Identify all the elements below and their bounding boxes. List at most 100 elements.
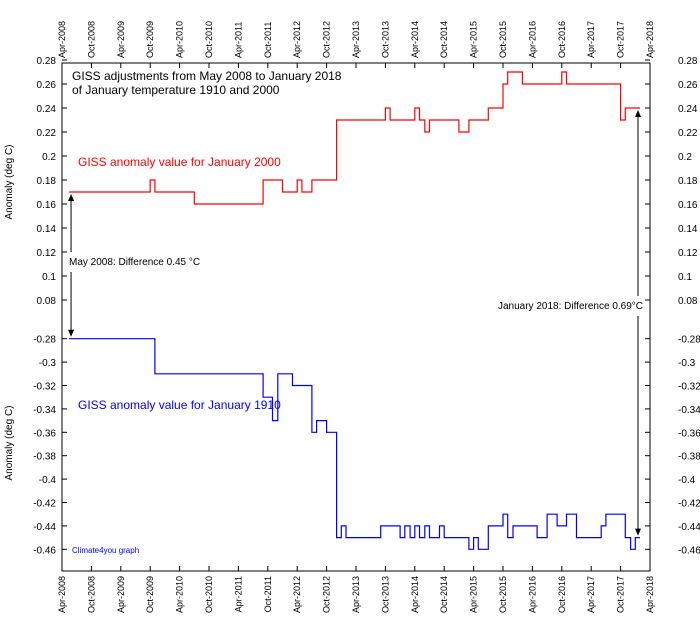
x-tick-label-bottom: Apr-2010: [175, 576, 185, 613]
x-tick-label-bottom: Oct-2015: [498, 576, 508, 613]
y-tick-label-right: -0.3: [678, 358, 696, 369]
x-tick-label-top: Apr-2011: [233, 22, 243, 58]
y-tick-label-left: 0.1: [42, 272, 56, 283]
y-tick-label-right: 0.28: [678, 56, 698, 67]
x-tick-label-top: Apr-2010: [175, 21, 185, 58]
annotation-may-2008: May 2008: Difference 0.45 °C: [69, 257, 200, 268]
x-tick-label-top: Apr-2008: [57, 21, 67, 58]
series-line-jan1910: [69, 338, 640, 550]
x-tick-label-top: Apr-2016: [527, 21, 537, 58]
credit-label: Climate4you graph: [72, 546, 139, 555]
y-tick-label-right: 0.22: [678, 128, 698, 139]
x-tick-label-top: Apr-2009: [116, 21, 126, 58]
y-tick-label-right: 0.1: [678, 272, 692, 283]
y-axis-label-top: Anomaly (deg C): [4, 144, 15, 219]
x-tick-label-bottom: Oct-2013: [380, 576, 390, 613]
y-tick-label-right: -0.44: [678, 522, 700, 533]
x-tick-label-bottom: Oct-2010: [204, 576, 214, 613]
chart-title-line-1: GISS adjustments from May 2008 to Januar…: [72, 69, 342, 83]
y-tick-label-left: 0.28: [37, 56, 57, 67]
arrow-jan-2018-head-down: [635, 528, 642, 536]
series-label-jan1910: GISS anomaly value for January 1910: [78, 398, 281, 412]
x-tick-label-top: Oct-2010: [204, 21, 214, 58]
y-tick-label-right: -0.42: [678, 499, 700, 510]
x-tick-label-top: Apr-2017: [586, 21, 596, 58]
y-tick-label-left: -0.44: [33, 522, 56, 533]
y-tick-label-left: -0.42: [33, 499, 56, 510]
x-tick-label-top: Oct-2012: [322, 21, 332, 58]
x-tick-label-bottom: Oct-2017: [616, 576, 626, 613]
y-tick-label-left: -0.46: [33, 545, 56, 556]
x-tick-label-top: Apr-2018: [645, 21, 655, 58]
y-tick-label-right: 0.16: [678, 200, 698, 211]
y-tick-label-right: -0.46: [678, 545, 700, 556]
y-tick-label-right: 0.14: [678, 224, 698, 235]
y-tick-label-left: 0.14: [37, 224, 57, 235]
x-tick-label-bottom: Oct-2011: [263, 576, 273, 612]
x-tick-label-bottom: Apr-2014: [410, 576, 420, 613]
y-tick-label-left: 0.16: [37, 200, 57, 211]
x-tick-label-bottom: Apr-2009: [116, 576, 126, 613]
x-tick-label-top: Apr-2013: [351, 21, 361, 58]
y-tick-label-left: 0.12: [37, 248, 57, 259]
y-tick-label-left: 0.2: [42, 152, 56, 163]
plot-border: [61, 62, 651, 572]
x-tick-label-bottom: Apr-2016: [527, 576, 537, 613]
x-tick-label-bottom: Oct-2012: [322, 576, 332, 613]
y-ticks: 0.28 0.28 0.26 0.26 0.24 0.24 0.22 0.22 0.2 0.2 0.…: [33, 56, 700, 556]
x-ticks: Apr-2008 Apr-2008 Oct-2008 Oct-2008 Apr-2009…: [57, 21, 655, 613]
y-tick-label-right: -0.34: [678, 405, 700, 416]
y-axis-label-bottom: Anomaly (deg C): [4, 405, 15, 480]
y-tick-label-right: 0.18: [678, 176, 698, 187]
x-tick-label-top: Oct-2014: [439, 21, 449, 58]
y-tick-label-left: -0.32: [33, 382, 56, 393]
series-line-jan2000: [69, 71, 640, 205]
y-tick-label-right: -0.4: [678, 475, 696, 486]
y-tick-label-left: -0.4: [39, 475, 57, 486]
x-tick-label-top: Oct-2008: [86, 21, 96, 58]
x-tick-label-top: Oct-2009: [145, 21, 155, 58]
chart-text: GISS adjustments from May 2008 to Januar…: [4, 69, 643, 555]
x-tick-label-top: Oct-2016: [557, 21, 567, 58]
x-tick-label-top: Apr-2012: [292, 21, 302, 58]
y-tick-label-left: 0.18: [37, 176, 57, 187]
x-tick-label-top: Apr-2015: [469, 21, 479, 58]
y-tick-label-left: -0.28: [33, 335, 56, 346]
x-tick-label-bottom: Apr-2011: [233, 576, 243, 612]
y-tick-label-right: -0.38: [678, 452, 700, 463]
y-tick-label-left: -0.36: [33, 428, 56, 439]
y-tick-label-right: -0.32: [678, 382, 700, 393]
y-tick-label-left: -0.34: [33, 405, 56, 416]
y-tick-label-left: -0.38: [33, 452, 56, 463]
x-tick-label-bottom: Oct-2016: [557, 576, 567, 613]
y-tick-label-right: 0.12: [678, 248, 698, 259]
y-tick-label-right: 0.08: [678, 296, 698, 307]
series-lines: [69, 71, 640, 550]
x-tick-label-top: Oct-2013: [380, 21, 390, 58]
plot-frame: [61, 62, 651, 572]
x-tick-label-top: Oct-2017: [616, 21, 626, 58]
arrow-jan-2018-head-up: [635, 110, 642, 117]
y-tick-label-right: 0.24: [678, 104, 698, 115]
difference-arrows: [68, 110, 642, 536]
x-tick-label-bottom: Oct-2008: [86, 576, 96, 613]
x-tick-label-bottom: Oct-2009: [145, 576, 155, 613]
y-tick-label-right: -0.36: [678, 428, 700, 439]
x-tick-label-top: Oct-2015: [498, 21, 508, 58]
x-tick-label-top: Apr-2014: [410, 21, 420, 58]
x-tick-label-bottom: Apr-2008: [57, 576, 67, 613]
y-tick-label-left: 0.24: [37, 104, 57, 115]
x-tick-label-bottom: Apr-2018: [645, 576, 655, 613]
arrow-may-2008-head-down: [68, 329, 75, 337]
y-tick-label-left: 0.26: [37, 80, 57, 91]
x-tick-label-bottom: Apr-2015: [469, 576, 479, 613]
x-tick-label-top: Oct-2011: [263, 22, 273, 58]
y-tick-label-right: 0.2: [678, 152, 692, 163]
x-tick-label-bottom: Apr-2013: [351, 576, 361, 613]
x-tick-label-bottom: Apr-2012: [292, 576, 302, 613]
y-tick-label-right: 0.26: [678, 80, 698, 91]
x-tick-label-bottom: Oct-2014: [439, 576, 449, 613]
y-tick-label-left: 0.22: [37, 128, 57, 139]
y-tick-label-left: 0.08: [37, 296, 57, 307]
